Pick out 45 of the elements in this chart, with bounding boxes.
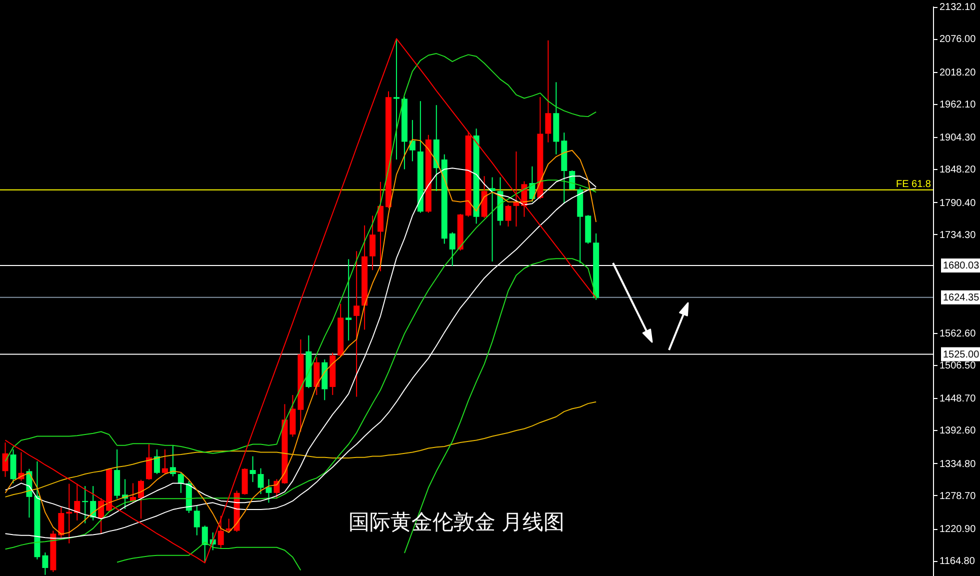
y-tick-label: 1904.30: [940, 132, 976, 144]
y-tick-label: 1962.10: [940, 99, 976, 110]
candlestick: [266, 478, 272, 504]
candlestick: [393, 38, 400, 160]
candlestick: [42, 552, 48, 576]
candlestick: [370, 215, 376, 271]
candlestick: [218, 515, 224, 550]
ref-line-label: 1525.00: [943, 349, 980, 360]
y-tick-label: 1506.50: [940, 360, 976, 372]
candlestick: [194, 505, 200, 536]
y-tick-label: 1220.90: [940, 524, 976, 536]
candlestick: [146, 444, 152, 480]
candlestick: [138, 479, 144, 520]
candlestick: [409, 120, 416, 162]
candlestick: [545, 40, 552, 143]
y-tick-label: 1848.20: [940, 164, 976, 176]
candlestick: [569, 170, 576, 190]
y-tick-label: 1790.40: [940, 198, 976, 209]
candlestick: [154, 448, 160, 475]
y-tick-label: 1734.30: [940, 230, 976, 241]
y-tick-label: 1164.80: [940, 556, 976, 568]
ref-line-label: FE 61.8: [896, 178, 932, 190]
y-tick-label: 2132.10: [940, 2, 976, 14]
y-tick-label: 1562.60: [940, 328, 976, 340]
candlestick: [202, 525, 208, 563]
line-series: [4, 401, 597, 498]
candlestick: [354, 250, 360, 398]
candlestick: [449, 232, 456, 267]
y-tick-label: 2018.20: [940, 67, 976, 78]
y-tick-label: 1278.70: [940, 490, 976, 502]
y-tick-label: 1334.80: [940, 458, 976, 470]
candlestick: [250, 456, 256, 483]
candlestick: [162, 448, 168, 475]
candlestick: [58, 506, 64, 538]
candlestick: [74, 483, 80, 521]
ref-line-label: 1680.03: [943, 260, 980, 272]
ref-line-label: 1624.35: [943, 292, 980, 304]
candlestick: [505, 204, 512, 228]
candlestick: [346, 258, 352, 342]
candlestick: [258, 468, 264, 495]
candlestick: [489, 176, 496, 262]
candlestick: [178, 472, 184, 494]
y-tick-label: 1392.60: [940, 426, 976, 437]
y-tick-label: 1448.70: [940, 394, 976, 405]
y-tick-label: 2076.00: [940, 34, 976, 46]
